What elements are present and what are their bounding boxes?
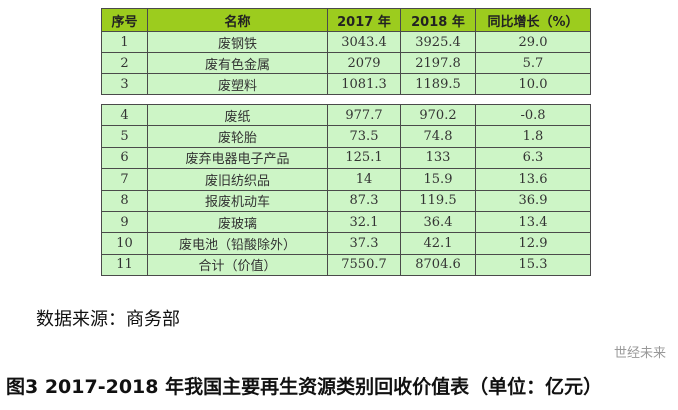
- table-cell: 3043.4: [327, 31, 401, 53]
- recycling-table-top: 序号 名称 2017 年 2018 年同比增长（%） 1 废钢铁 3043.4 3925.4 2…: [101, 8, 591, 95]
- table-cell: 2197.8: [400, 52, 476, 74]
- table-cell: 1: [101, 31, 148, 53]
- header-row: 序号 名称 2017 年 2018 年同比增长（%）: [101, 8, 591, 32]
- table-cell: 119.5: [400, 189, 476, 212]
- table-cell: 废轮胎: [147, 125, 328, 148]
- table-cell: 3: [101, 73, 148, 95]
- table-cell: 125.1: [327, 146, 401, 170]
- table-cell: 废钢铁: [147, 31, 328, 53]
- table-cell: 13.6: [475, 168, 591, 191]
- table-row: 11 合计（价值） 7550.7 8704.6 15.3: [101, 253, 591, 277]
- column-header: 序号: [101, 8, 148, 32]
- table-cell: 2079: [327, 52, 401, 74]
- table-cell: 2: [101, 52, 148, 74]
- table-row: 9 废玻璃 32.1 36.4 13.4: [101, 210, 591, 234]
- table-row: 6 废弃电器电子产品 125.1 133 6.3: [101, 146, 591, 170]
- recycling-table-bottom: 4 废纸 977.7 970.2 -0.8 5 废轮胎 73.5 74.8 1.8 6 废弃电器电子产…: [101, 103, 591, 277]
- table-cell: 6.3: [475, 146, 591, 170]
- table-cell: 5.7: [475, 52, 591, 74]
- table-cell: 3925.4: [400, 31, 476, 53]
- column-header: 同比增长（%）: [475, 8, 591, 32]
- column-header: 名称: [147, 8, 328, 32]
- table-cell: 废旧纺织品: [147, 168, 328, 191]
- table-cell: 32.1: [327, 210, 401, 234]
- table-cell: 15.3: [475, 253, 591, 277]
- table-cell: 8704.6: [400, 253, 476, 277]
- table-cell: 29.0: [475, 31, 591, 53]
- table-cell: 10.0: [475, 73, 591, 95]
- table-cell: 6: [101, 146, 148, 170]
- data-source: 数据来源：商务部: [36, 309, 180, 330]
- table-cell: 4: [101, 103, 148, 127]
- table-cell: 废纸: [147, 103, 328, 127]
- table-cell: 1081.3: [327, 73, 401, 95]
- column-header: 2018 年: [400, 8, 476, 32]
- table-cell: 5: [101, 125, 148, 148]
- table-cell: 10: [101, 232, 148, 255]
- table-row: 4 废纸 977.7 970.2 -0.8: [101, 103, 591, 127]
- table-cell: 970.2: [400, 103, 476, 127]
- table-cell: 37.3: [327, 232, 401, 255]
- table-cell: 1189.5: [400, 73, 476, 95]
- table-cell: 废电池（铅酸除外）: [147, 232, 328, 255]
- table-cell: 42.1: [400, 232, 476, 255]
- table-cell: 14: [327, 168, 401, 191]
- table-cell: 废塑料: [147, 73, 328, 95]
- table-cell: -0.8: [475, 103, 591, 127]
- table-cell: 87.3: [327, 189, 401, 212]
- table-cell: 废玻璃: [147, 210, 328, 234]
- table-cell: 12.9: [475, 232, 591, 255]
- table-row: 7 废旧纺织品 14 15.9 13.6: [101, 168, 591, 191]
- table-cell: 8: [101, 189, 148, 212]
- table-row: 5 废轮胎 73.5 74.8 1.8: [101, 125, 591, 148]
- table-row: 2 废有色金属 2079 2197.8 5.7: [101, 52, 591, 74]
- table-cell: 36.9: [475, 189, 591, 212]
- table-cell: 133: [400, 146, 476, 170]
- table-cell: 36.4: [400, 210, 476, 234]
- table-cell: 7550.7: [327, 253, 401, 277]
- table-row: 1 废钢铁 3043.4 3925.4 29.0: [101, 31, 591, 53]
- table-row: 3 废塑料 1081.3 1189.5 10.0: [101, 73, 591, 95]
- table-cell: 9: [101, 210, 148, 234]
- table-row: 8 报废机动车 87.3 119.5 36.9: [101, 189, 591, 212]
- figure-caption: 图3 2017-2018 年我国主要再生资源类别回收价值表（单位：亿元）: [6, 376, 603, 398]
- table-cell: 11: [101, 253, 148, 277]
- table-cell: 15.9: [400, 168, 476, 191]
- table-cell: 977.7: [327, 103, 401, 127]
- table-cell: 废有色金属: [147, 52, 328, 74]
- table-cell: 73.5: [327, 125, 401, 148]
- table-row: 10 废电池（铅酸除外） 37.3 42.1 12.9: [101, 232, 591, 255]
- table-cell: 7: [101, 168, 148, 191]
- column-header: 2017 年: [327, 8, 401, 32]
- table-cell: 报废机动车: [147, 189, 328, 212]
- table-cell: 废弃电器电子产品: [147, 146, 328, 170]
- table-cell: 74.8: [400, 125, 476, 148]
- watermark: 世经未来: [613, 346, 666, 361]
- table-cell: 13.4: [475, 210, 591, 234]
- table-cell: 合计（价值）: [147, 253, 328, 277]
- table-cell: 1.8: [475, 125, 591, 148]
